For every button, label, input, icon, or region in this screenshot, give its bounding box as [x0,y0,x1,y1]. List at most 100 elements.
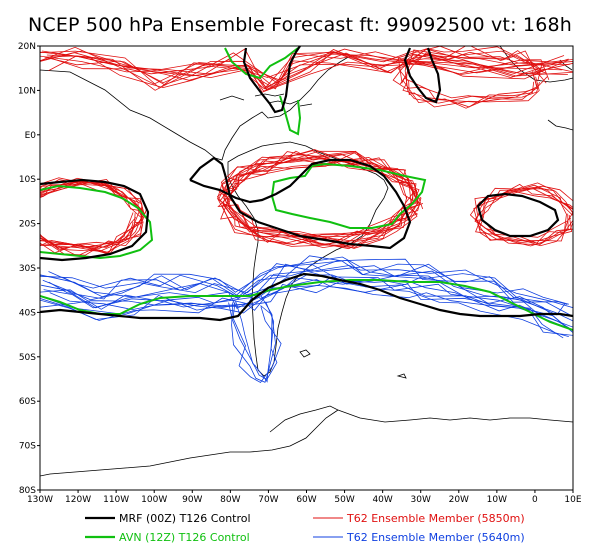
coastlines [40,46,573,477]
legend-label-5850: T62 Ensemble Member (5850m) [346,512,525,525]
coastline-antarctica [40,405,573,477]
lon-tick-label: 110W [103,495,129,505]
lon-tick-label: 100W [141,495,167,505]
ens-5850-contour-pacific [40,180,144,250]
ens-5850-contour-pacific [40,181,144,254]
coastline-north-america [40,55,351,161]
lat-tick-label: E0 [25,131,37,141]
lon-tick-label: 20W [449,495,469,505]
mrf-contour-north-a [242,46,301,114]
lat-tick-label: 30S [19,264,36,274]
ens-5850-contour-eastatlantic [473,186,568,241]
avn-contour-caribbean [279,95,302,136]
legend: MRF (00Z) T126 Control T62 Ensemble Memb… [85,512,525,544]
mrf-contour-5640 [40,272,573,322]
ens-5850-contour-north [40,51,565,86]
lat-tick-label: 20S [19,220,36,230]
ens-5850-contour-pacific [40,184,146,252]
lon-tick-label: 0 [532,495,538,505]
ens-5850-contour-pacific [40,182,143,248]
mrf-contour-southamerica [189,156,412,250]
lat-tick-label: 10S [19,175,36,185]
ens-5640-contour [40,281,569,337]
lon-tick-label: 10E [564,495,581,505]
ens-5850-contour-north [40,50,569,90]
ens-5850-contour-northatlantic [392,46,543,100]
avn-contour-southamerica [270,162,427,229]
lon-tick-label: 60W [296,495,316,505]
ens-5640-contour [40,279,564,339]
mrf-contour-eastatlantic [476,192,560,238]
lon-tick-label: 50W [334,495,354,505]
mrf-contour-southwest [40,178,150,262]
lon-tick-label: 30W [411,495,431,505]
ens-5640-contour [40,276,573,334]
lon-tick-label: 40W [372,495,392,505]
lat-tick-label: 50S [19,353,36,363]
lat-tick-label: 80S [19,486,36,496]
ens-5850-contour-eastatlantic [469,183,573,244]
coastline-falklands [299,349,311,358]
ens-5850-contour-northatlantic [397,46,550,103]
legend-label-mrf: MRF (00Z) T126 Control [119,512,251,525]
ens-5850-contour-northatlantic [397,50,547,108]
ens-5850-contour-pacific [40,180,144,255]
coastline-south-georgia [396,373,407,379]
ens-5850-contour-northatlantic [402,49,547,108]
ens-5640-contour [40,285,573,328]
avn-contour-5640 [40,279,573,331]
lat-tick-label: 20N [18,42,36,52]
ens-5640-contour-trough [231,295,276,383]
legend-label-avn: AVN (12Z) T126 Control [119,531,250,544]
ens-5850-contour-eastatlantic [478,189,573,242]
ens-5850-contour-southamerica [217,150,422,247]
avn-control-contours [40,47,573,331]
ens-5850-contour-pacific [40,180,147,247]
lat-tick-label: 60S [19,397,36,407]
ens-5640-contour [49,274,573,336]
ensemble-members-5640 [40,255,573,384]
ens-5850-contour-north [48,48,568,88]
lon-tick-label: 130W [27,495,53,505]
ens-5850-contour-pacific [40,177,143,257]
chart-title: NCEP 500 hPa Ensemble Forecast ft: 99092… [27,14,573,36]
ens-5850-contour-north [40,50,563,89]
ens-5640-contour [40,270,570,329]
ens-5850-contour-southamerica [216,158,420,249]
ensemble-members-5850 [40,46,573,257]
lat-tick-label: 10N [18,86,36,96]
ens-5850-contour-north [40,54,570,93]
mrf-contour-north-b [403,47,442,104]
ens-5640-contour-trough [235,300,273,383]
ens-5640-contour [48,258,573,317]
ens-5850-contour-eastatlantic [474,182,573,246]
lon-tick-label: 120W [65,495,91,505]
lon-tick-label: 10W [487,495,507,505]
coastline-south-america [227,141,389,377]
plot-area [40,46,573,477]
ens-5640-contour [40,263,573,322]
ens-5850-contour-pacific [40,180,146,254]
ens-5850-contour-pacific [40,179,145,249]
plot-frame [39,45,574,491]
ens-5850-contour-north [40,46,569,90]
ens-5850-contour-northatlantic [404,50,541,104]
ens-5640-contour-trough [228,301,278,380]
ens-5640-contour [40,255,568,305]
lon-tick-label: 70W [258,495,278,505]
ens-5850-contour-eastatlantic [474,188,573,247]
lon-tick-label: 80W [220,495,240,505]
lon-tick-label: 90W [182,495,202,505]
ens-5850-contour-pacific [40,180,144,248]
lat-tick-label: 70S [19,442,36,452]
avn-contour-southwest [40,184,154,260]
avn-contour-north [224,47,299,80]
ens-5850-contour-southamerica [226,151,419,244]
ens-5850-contour-north [50,51,573,90]
ens-5640-contour-trough [232,302,282,384]
ens-5640-contour [42,259,566,316]
lat-tick-label: 40S [19,308,36,318]
legend-label-5640: T62 Ensemble Member (5640m) [346,531,525,544]
mrf-control-contours [40,46,573,322]
